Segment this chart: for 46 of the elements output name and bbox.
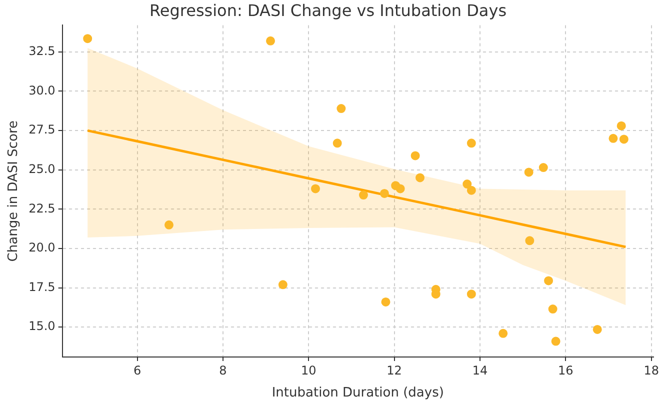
point [524,168,534,177]
point [548,304,558,314]
point [538,163,548,172]
y-tick-label: 27.5 [28,122,56,137]
y-tick-label: 22.5 [28,201,56,216]
x-tick-label: 8 [219,363,227,378]
point [266,36,276,46]
point [358,190,368,200]
point [498,328,508,338]
y-tick-label: 15.0 [28,319,56,334]
point [278,280,288,290]
point [416,173,425,182]
point [466,138,476,148]
point [544,276,554,286]
y-tick-label: 20.0 [28,240,56,255]
point [616,121,626,130]
chart-title: Regression: DASI Change vs Intubation Days [149,0,507,20]
point [396,184,405,194]
y-tick-label: 25.0 [28,162,56,176]
x-tick-label: 18 [644,363,659,378]
point [466,186,476,195]
point [164,220,174,230]
y-tick-label: 30.0 [28,83,56,98]
point [592,324,602,334]
point [462,180,472,189]
x-tick-label: 16 [558,363,574,378]
x-tick-label: 10 [300,363,316,378]
point [619,134,628,144]
point [310,184,320,194]
point [525,236,534,246]
point [381,297,390,306]
point [608,134,618,143]
x-axis-title: Intubation Duration (days) [272,386,444,401]
point [410,151,420,160]
point [466,290,476,299]
point [336,104,346,114]
y-tick-label: 17.5 [28,280,56,294]
point [380,188,389,198]
x-tick-label: 14 [472,363,488,378]
y-tick-label: 32.5 [28,44,56,58]
point [83,34,92,44]
x-tick-label: 12 [386,363,402,378]
point [332,138,342,148]
point [551,336,560,346]
x-tick-label: 6 [133,363,142,378]
y-axis-title: Change in DASI Score [6,120,22,262]
